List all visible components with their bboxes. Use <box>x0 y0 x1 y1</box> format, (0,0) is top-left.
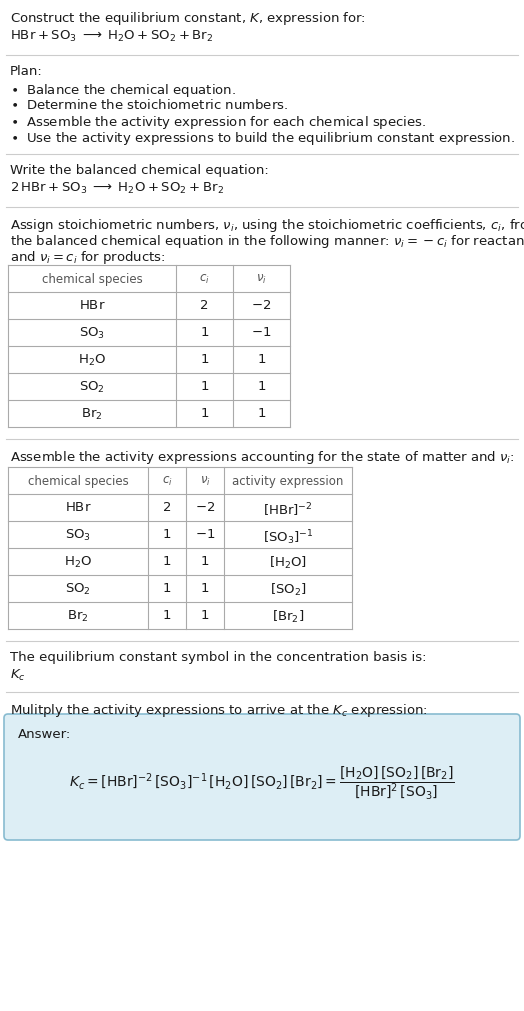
Text: $-2$: $-2$ <box>252 299 271 312</box>
Text: Plan:: Plan: <box>10 65 43 78</box>
Text: 1: 1 <box>163 582 171 595</box>
Text: $\mathrm{H_2O}$: $\mathrm{H_2O}$ <box>78 353 106 368</box>
Text: $c_i$: $c_i$ <box>161 475 172 488</box>
Text: chemical species: chemical species <box>28 475 128 488</box>
Text: $[\mathrm{Br_2}]$: $[\mathrm{Br_2}]$ <box>272 609 304 625</box>
Text: $[\mathrm{H_2O}]$: $[\mathrm{H_2O}]$ <box>269 555 307 571</box>
Text: $\bullet\;$ Balance the chemical equation.: $\bullet\;$ Balance the chemical equatio… <box>10 82 236 99</box>
Text: Answer:: Answer: <box>18 728 71 741</box>
Text: Mulitply the activity expressions to arrive at the $K_c$ expression:: Mulitply the activity expressions to arr… <box>10 702 428 719</box>
Text: 1: 1 <box>163 528 171 541</box>
Text: Construct the equilibrium constant, $K$, expression for:: Construct the equilibrium constant, $K$,… <box>10 10 366 27</box>
Text: 1: 1 <box>200 326 209 339</box>
Text: activity expression: activity expression <box>232 475 344 488</box>
Text: 1: 1 <box>200 407 209 420</box>
Text: $\mathrm{Br_2}$: $\mathrm{Br_2}$ <box>81 407 103 423</box>
Text: 1: 1 <box>200 380 209 393</box>
Text: Assign stoichiometric numbers, $\nu_i$, using the stoichiometric coefficients, $: Assign stoichiometric numbers, $\nu_i$, … <box>10 217 524 234</box>
Text: $1$: $1$ <box>200 609 210 622</box>
Text: $\mathrm{Br_2}$: $\mathrm{Br_2}$ <box>67 609 89 624</box>
Text: $\mathrm{HBr}$: $\mathrm{HBr}$ <box>79 299 105 312</box>
Text: $1$: $1$ <box>257 407 266 420</box>
Text: $1$: $1$ <box>257 353 266 366</box>
Text: $\mathrm{H_2O}$: $\mathrm{H_2O}$ <box>64 555 92 570</box>
Text: $-2$: $-2$ <box>195 501 215 514</box>
Text: $-1$: $-1$ <box>252 326 271 339</box>
Text: $\mathrm{HBr} + \mathrm{SO_3} \;\longrightarrow\; \mathrm{H_2O} + \mathrm{SO_2} : $\mathrm{HBr} + \mathrm{SO_3} \;\longrig… <box>10 29 213 44</box>
Text: 2: 2 <box>163 501 171 514</box>
FancyBboxPatch shape <box>4 714 520 840</box>
Text: $1$: $1$ <box>200 582 210 595</box>
Text: $\mathrm{SO_3}$: $\mathrm{SO_3}$ <box>79 326 105 341</box>
Text: chemical species: chemical species <box>41 273 143 286</box>
Text: $\mathrm{SO_2}$: $\mathrm{SO_2}$ <box>65 582 91 598</box>
Text: the balanced chemical equation in the following manner: $\nu_i = -c_i$ for react: the balanced chemical equation in the fo… <box>10 233 524 250</box>
Text: $\bullet\;$ Use the activity expressions to build the equilibrium constant expre: $\bullet\;$ Use the activity expressions… <box>10 130 515 147</box>
Text: $K_c$: $K_c$ <box>10 668 26 683</box>
Text: $K_c = [\mathrm{HBr}]^{-2}\,[\mathrm{SO_3}]^{-1}\,[\mathrm{H_2O}]\,[\mathrm{SO_2: $K_c = [\mathrm{HBr}]^{-2}\,[\mathrm{SO_… <box>69 764 455 801</box>
Text: $\mathrm{SO_3}$: $\mathrm{SO_3}$ <box>65 528 91 543</box>
Text: $[\mathrm{SO_2}]$: $[\mathrm{SO_2}]$ <box>270 582 306 599</box>
Text: 2: 2 <box>200 299 209 312</box>
Text: $\bullet\;$ Assemble the activity expression for each chemical species.: $\bullet\;$ Assemble the activity expres… <box>10 114 426 131</box>
Text: $[\mathrm{SO_3}]^{-1}$: $[\mathrm{SO_3}]^{-1}$ <box>263 528 313 547</box>
Text: 1: 1 <box>163 555 171 568</box>
Text: $\nu_i$: $\nu_i$ <box>200 475 211 488</box>
Text: $1$: $1$ <box>200 555 210 568</box>
Text: 1: 1 <box>200 353 209 366</box>
Text: $1$: $1$ <box>257 380 266 393</box>
Text: $[\mathrm{HBr}]^{-2}$: $[\mathrm{HBr}]^{-2}$ <box>263 501 313 519</box>
Text: $\bullet\;$ Determine the stoichiometric numbers.: $\bullet\;$ Determine the stoichiometric… <box>10 98 288 112</box>
Text: $\mathrm{SO_2}$: $\mathrm{SO_2}$ <box>79 380 105 395</box>
Text: $2\,\mathrm{HBr} + \mathrm{SO_3} \;\longrightarrow\; \mathrm{H_2O} + \mathrm{SO_: $2\,\mathrm{HBr} + \mathrm{SO_3} \;\long… <box>10 181 224 196</box>
Text: Assemble the activity expressions accounting for the state of matter and $\nu_i$: Assemble the activity expressions accoun… <box>10 449 515 466</box>
Text: $c_i$: $c_i$ <box>199 273 210 286</box>
Text: 1: 1 <box>163 609 171 622</box>
Text: $-1$: $-1$ <box>195 528 215 541</box>
Text: $\nu_i$: $\nu_i$ <box>256 273 267 286</box>
Text: The equilibrium constant symbol in the concentration basis is:: The equilibrium constant symbol in the c… <box>10 651 427 664</box>
Text: $\mathrm{HBr}$: $\mathrm{HBr}$ <box>64 501 91 514</box>
Text: Write the balanced chemical equation:: Write the balanced chemical equation: <box>10 164 269 177</box>
Text: and $\nu_i = c_i$ for products:: and $\nu_i = c_i$ for products: <box>10 249 166 266</box>
